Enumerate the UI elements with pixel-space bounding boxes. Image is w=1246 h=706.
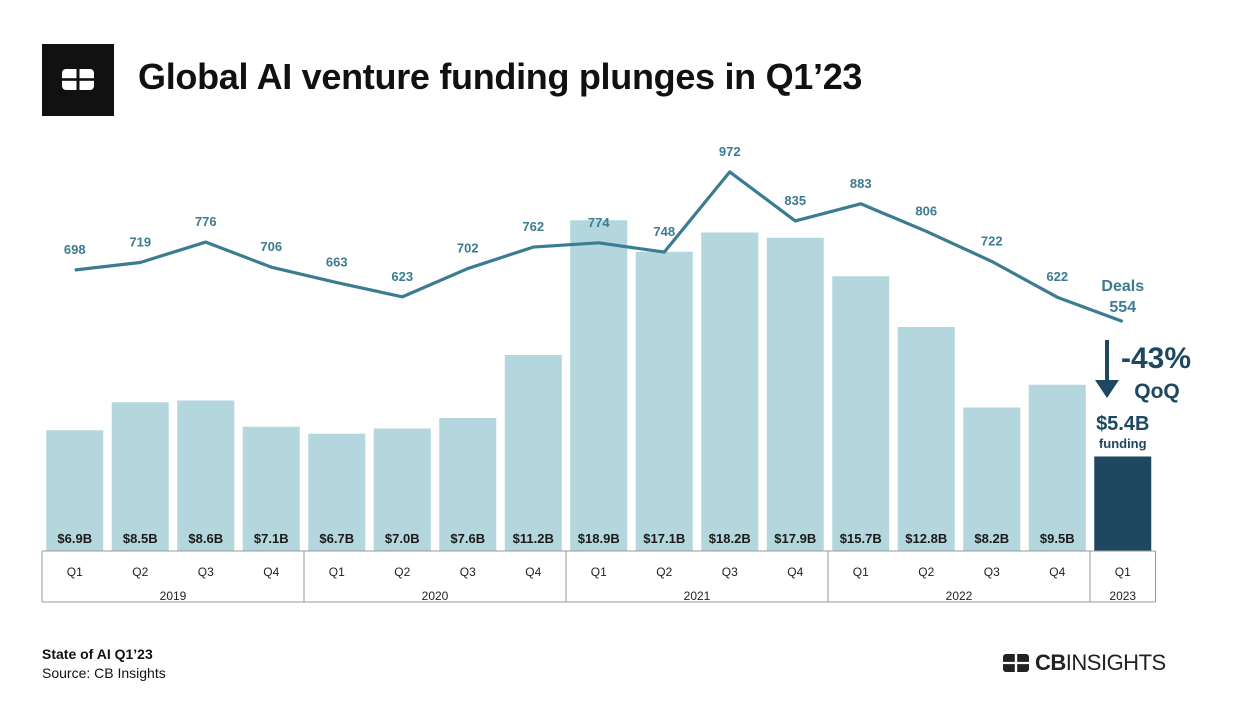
- bar-16: [1094, 456, 1152, 551]
- x-tick-label-8: Q1: [591, 565, 607, 579]
- deals-label-0: 698: [64, 242, 86, 257]
- bar-7: [504, 355, 562, 551]
- x-tick-label-12: Q1: [853, 565, 869, 579]
- bar-label-12: $15.7B: [840, 531, 882, 546]
- x-tick-label-14: Q3: [984, 565, 1000, 579]
- deals-caption: Deals: [1101, 278, 1144, 295]
- report-name: State of AI Q1’23: [42, 646, 153, 662]
- bar-label-7: $11.2B: [513, 531, 554, 546]
- deals-label-7: 762: [522, 219, 544, 234]
- deals-label-10: 972: [719, 144, 741, 159]
- bar-label-4: $6.7B: [319, 531, 354, 546]
- bar-label-6: $7.6B: [450, 531, 485, 546]
- down-arrow-icon: [1095, 380, 1119, 398]
- x-tick-label-13: Q2: [918, 565, 934, 579]
- x-tick-label-9: Q2: [656, 565, 672, 579]
- bar-label-8: $18.9B: [578, 531, 620, 546]
- deals-label-12: 883: [850, 176, 872, 191]
- bar-3: [242, 426, 300, 551]
- bar-4: [308, 433, 366, 551]
- bar-9: [635, 251, 693, 551]
- deals-label-11: 835: [784, 193, 806, 208]
- year-label-1: 2020: [422, 589, 449, 603]
- bar-label-13: $12.8B: [905, 531, 947, 546]
- deals-label-13: 806: [915, 203, 937, 218]
- deals-label-6: 702: [457, 241, 479, 256]
- brand-wordmark: CBINSIGHTS: [1035, 650, 1166, 676]
- page-title: Global AI venture funding plunges in Q1’…: [138, 56, 863, 97]
- bar-label-10: $18.2B: [709, 531, 751, 546]
- bar-label-15: $9.5B: [1040, 531, 1075, 546]
- bar-label-14: $8.2B: [974, 531, 1009, 546]
- change-percent: -43%: [1121, 342, 1191, 375]
- deals-label-9: 748: [653, 224, 675, 239]
- bar-15: [1028, 384, 1086, 551]
- source-note: Source: CB Insights: [42, 665, 166, 681]
- bar-0: [46, 430, 104, 551]
- cb-logo-icon: [1003, 654, 1029, 672]
- bar-label-5: $7.0B: [385, 531, 420, 546]
- deals-label-1: 719: [129, 234, 151, 249]
- bar-label-3: $7.1B: [254, 531, 289, 546]
- x-tick-label-11: Q4: [787, 565, 803, 579]
- bar-label-2: $8.6B: [188, 531, 223, 546]
- deals-line: [74, 170, 1124, 324]
- brand-rest: INSIGHTS: [1065, 650, 1166, 675]
- deals-label-3: 706: [260, 239, 282, 254]
- x-tick-label-4: Q1: [329, 565, 345, 579]
- deals-label-15: 622: [1046, 269, 1068, 284]
- x-tick-label-10: Q3: [722, 565, 738, 579]
- bar-label-9: $17.1B: [643, 531, 685, 546]
- deals-label-8: 774: [588, 215, 610, 230]
- bar-14: [963, 407, 1021, 551]
- x-tick-label-15: Q4: [1049, 565, 1065, 579]
- change-period: QoQ: [1134, 380, 1180, 403]
- x-tick-label-3: Q4: [263, 565, 279, 579]
- deals-label-4: 663: [326, 255, 348, 270]
- cb-logo-icon: [62, 69, 94, 90]
- bar-label-1: $8.5B: [123, 531, 158, 546]
- year-label-4: 2023: [1109, 589, 1136, 603]
- x-tick-label-6: Q3: [460, 565, 476, 579]
- year-label-0: 2019: [160, 589, 187, 603]
- deals-latest-value: 554: [1109, 299, 1136, 316]
- latest-funding-label: funding: [1099, 436, 1147, 451]
- bar-6: [439, 418, 497, 551]
- bar-2: [177, 400, 235, 551]
- bar-13: [897, 327, 955, 551]
- x-tick-label-2: Q3: [198, 565, 214, 579]
- bar-12: [832, 276, 890, 551]
- x-tick-label-0: Q1: [67, 565, 83, 579]
- deals-label-5: 623: [391, 269, 413, 284]
- x-tick-label-5: Q2: [394, 565, 410, 579]
- bar-label-11: $17.9B: [774, 531, 816, 546]
- bar-1: [111, 402, 169, 551]
- brand-logo: CBINSIGHTS: [1003, 650, 1166, 676]
- bar-label-0: $6.9B: [57, 531, 92, 546]
- header-logo: [42, 44, 114, 116]
- x-tick-label-7: Q4: [525, 565, 541, 579]
- latest-funding-value: $5.4B: [1096, 413, 1149, 435]
- brand-bold: CB: [1035, 650, 1066, 675]
- bar-11: [766, 237, 824, 551]
- year-label-2: 2021: [684, 589, 711, 603]
- deals-label-2: 776: [195, 214, 217, 229]
- bar-10: [701, 232, 759, 551]
- x-tick-label-1: Q2: [132, 565, 148, 579]
- x-tick-label-16: Q1: [1115, 565, 1131, 579]
- year-label-3: 2022: [946, 589, 973, 603]
- deals-label-14: 722: [981, 233, 1003, 248]
- bar-5: [373, 428, 431, 551]
- bar-8: [570, 220, 628, 551]
